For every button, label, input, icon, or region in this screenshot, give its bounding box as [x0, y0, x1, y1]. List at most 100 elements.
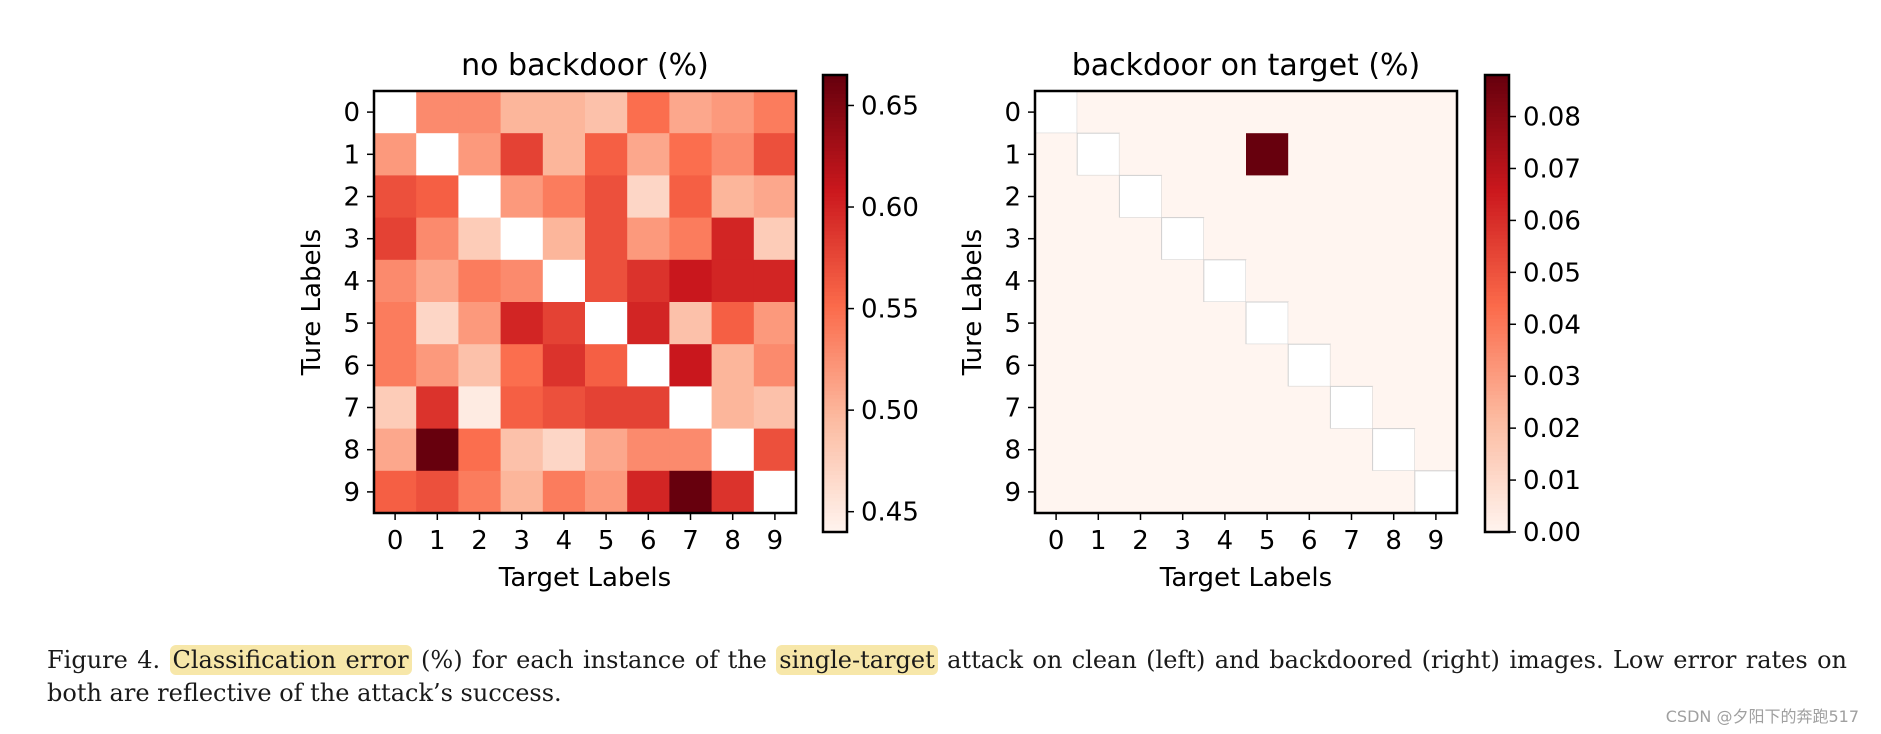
colorbar-segment — [1485, 417, 1509, 423]
colorbar-segment — [823, 333, 847, 339]
heatmap-cell — [458, 217, 501, 261]
heatmap-cell — [1119, 470, 1162, 514]
colorbar-segment — [1485, 212, 1509, 217]
colorbar-segment — [823, 116, 847, 122]
heatmap-cell — [711, 259, 755, 303]
colorbar-segment — [823, 471, 847, 476]
colorbar-segment — [1485, 497, 1509, 503]
heatmap-cell — [1414, 133, 1458, 176]
heatmap-cell — [458, 470, 501, 514]
heatmap-cell — [1330, 133, 1373, 176]
colorbar-segment — [1485, 471, 1509, 476]
colorbar-segment — [1485, 86, 1509, 91]
colorbar-segment — [1485, 413, 1509, 419]
heatmap-cell — [753, 302, 797, 345]
y-tick-label: 7 — [343, 394, 360, 424]
colorbar-segment — [823, 94, 847, 99]
colorbar-segment — [823, 482, 847, 487]
heatmap-cell — [1119, 259, 1162, 303]
colorbar-segment — [1485, 143, 1509, 148]
heatmap-cell — [753, 175, 797, 218]
colorbar-segment — [823, 170, 847, 175]
heatmap-cell — [1414, 217, 1458, 261]
colorbar-segment — [823, 436, 847, 442]
colorbar-segment — [823, 78, 847, 84]
heatmap-cell — [627, 175, 670, 218]
y-tick-label: 4 — [343, 267, 360, 297]
heatmap-cell — [753, 428, 797, 472]
x-tick-label: 5 — [1259, 526, 1276, 556]
colorbar-segment — [1485, 375, 1509, 381]
colorbar-segment — [1485, 501, 1509, 506]
heatmap-cell — [1035, 259, 1078, 303]
heatmap-cell — [627, 91, 670, 134]
colorbar-segment — [823, 284, 847, 289]
colorbar-segment — [1485, 105, 1509, 110]
colorbar-segment — [823, 90, 847, 95]
colorbar-tick-label: 0.04 — [1523, 310, 1581, 340]
colorbar-segment — [1485, 261, 1509, 267]
colorbar-segment — [823, 509, 847, 514]
heatmap-cell — [458, 259, 501, 303]
heatmap-cell — [585, 428, 628, 472]
heatmap-cell — [1203, 259, 1247, 303]
heatmap-cell — [1330, 91, 1373, 134]
colorbar-segment — [823, 505, 847, 510]
colorbar-segment — [1485, 292, 1509, 297]
heatmap-cell — [669, 470, 712, 514]
colorbar-segment — [823, 524, 847, 529]
x-tick-label: 8 — [1385, 526, 1402, 556]
heatmap-cell — [1246, 175, 1289, 218]
colorbar-segment — [823, 208, 847, 213]
colorbar-segment — [823, 113, 847, 118]
heatmap-cell — [711, 470, 755, 514]
colorbar-segment — [1485, 128, 1509, 133]
heatmap-cell — [1330, 259, 1373, 303]
colorbar-segment — [823, 360, 847, 366]
colorbar-segment — [823, 246, 847, 251]
heatmap-cell — [753, 217, 797, 261]
heatmap-cell — [416, 428, 459, 472]
heatmap-cell — [1077, 428, 1120, 472]
colorbar-segment — [1485, 189, 1509, 194]
colorbar-segment — [1485, 307, 1509, 312]
heatmap-cell — [1077, 91, 1120, 134]
heatmap-cell — [1035, 175, 1078, 218]
heatmap-cell — [1161, 175, 1205, 218]
colorbar-segment — [1485, 231, 1509, 236]
colorbar-segment — [1485, 295, 1509, 301]
heatmap-cell — [1161, 302, 1205, 345]
heatmap-cell — [1161, 470, 1205, 514]
heatmap-cell — [669, 217, 712, 261]
heatmap-cell — [585, 386, 628, 429]
colorbar-segment — [1485, 101, 1509, 107]
heatmap-cell — [711, 91, 755, 134]
colorbar-segment — [1485, 116, 1509, 122]
heatmap-cell — [1288, 175, 1331, 218]
heatmap-cell — [416, 175, 459, 218]
colorbar-segment — [823, 154, 847, 160]
heatmap-cell — [1329, 385, 1374, 430]
heatmap-cell — [542, 175, 586, 218]
heatmap-cell — [458, 175, 501, 218]
heatmap-cell — [1245, 301, 1289, 345]
colorbar-segment — [1485, 520, 1509, 525]
colorbar-segment — [823, 383, 847, 388]
heatmap-cell — [1372, 91, 1416, 134]
heatmap-cell — [542, 217, 586, 261]
colorbar-segment — [823, 181, 847, 187]
colorbar-segment — [823, 455, 847, 461]
heatmap-cell — [1035, 428, 1078, 472]
x-tick-label: 9 — [1428, 526, 1445, 556]
colorbar-segment — [1485, 151, 1509, 156]
colorbar-segment — [823, 280, 847, 286]
heatmap-cell — [753, 91, 797, 134]
heatmap-cell — [1372, 259, 1416, 303]
colorbar-segment — [823, 288, 847, 293]
heatmap-cell — [1330, 302, 1373, 345]
heatmap-cell — [1035, 344, 1078, 387]
colorbar-segment — [1485, 387, 1509, 392]
x-tick-label: 0 — [1048, 526, 1065, 556]
colorbar-segment — [823, 147, 847, 152]
